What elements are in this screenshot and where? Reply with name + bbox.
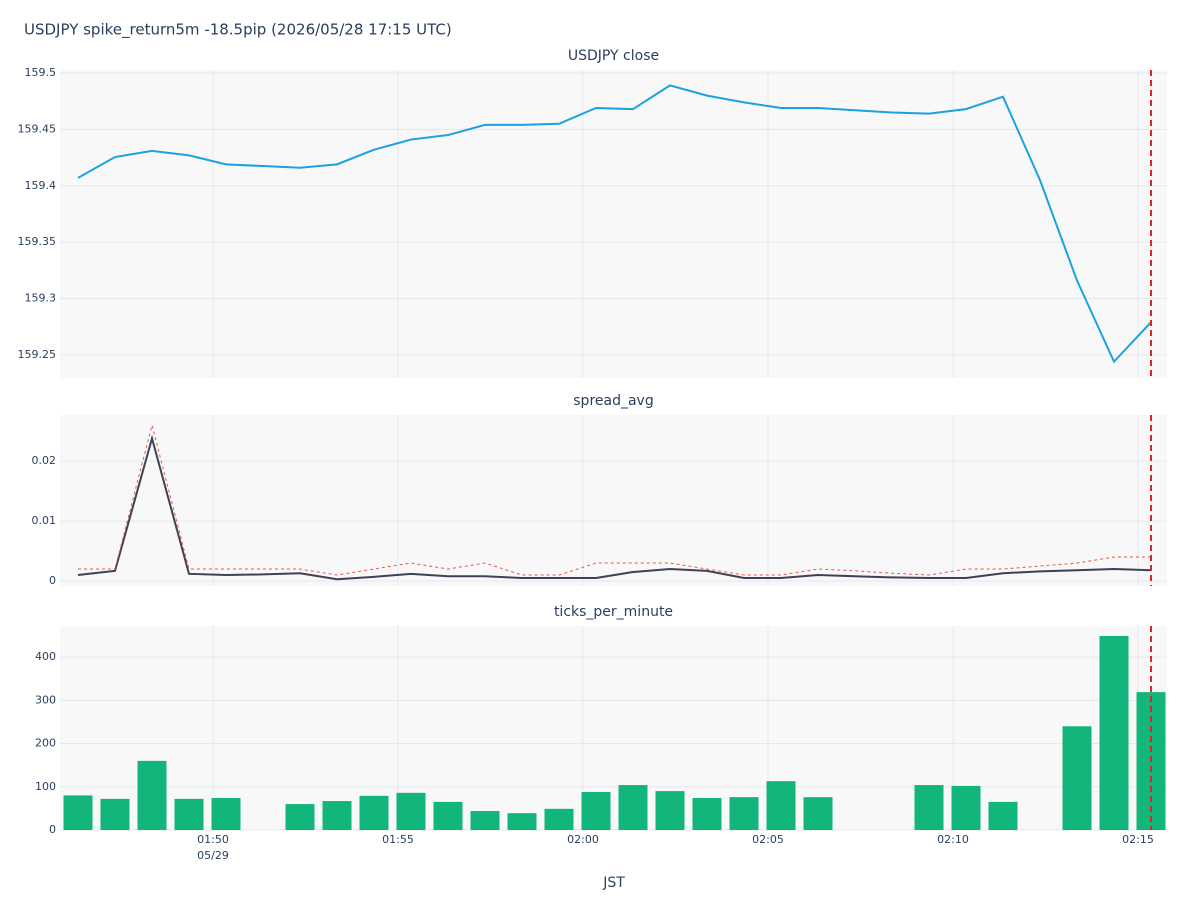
y-tick-label: 0 <box>49 574 56 587</box>
bar <box>100 798 130 830</box>
x-tick-label: 01:55 <box>382 833 414 846</box>
bar <box>63 795 93 830</box>
x-tick-label: 01:50 <box>197 833 229 846</box>
x-tick-label: 02:10 <box>937 833 969 846</box>
bar <box>988 801 1018 830</box>
x-tick-label: 02:15 <box>1122 833 1154 846</box>
bar <box>322 801 352 830</box>
bar <box>692 798 722 830</box>
subplot-title: spread_avg <box>573 393 653 409</box>
plot-area <box>60 415 1167 586</box>
y-tick-label: 159.4 <box>25 179 57 192</box>
bar <box>359 795 389 830</box>
subplot-title: ticks_per_minute <box>554 604 673 620</box>
x-tick-label: 02:05 <box>752 833 784 846</box>
y-tick-label: 0 <box>49 823 56 836</box>
y-tick-label: 300 <box>35 693 56 706</box>
y-tick-label: 159.3 <box>25 292 57 305</box>
bar <box>618 785 648 830</box>
bar <box>285 804 315 830</box>
bar <box>581 791 611 830</box>
bar <box>1099 635 1129 830</box>
y-tick-label: 0.02 <box>32 454 57 467</box>
chart-title: USDJPY spike_return5m -18.5pip (2026/05/… <box>24 21 452 40</box>
plot-area <box>60 626 1167 830</box>
subplot-title: USDJPY close <box>568 48 659 64</box>
bar <box>137 760 167 830</box>
bar <box>470 810 500 830</box>
bar <box>174 798 204 830</box>
bar <box>1062 726 1092 830</box>
y-tick-label: 0.01 <box>32 514 57 527</box>
bar <box>914 785 944 830</box>
bar <box>729 797 759 830</box>
bar <box>544 808 574 830</box>
line-series <box>77 434 1152 581</box>
x-axis-label: JST <box>602 875 625 891</box>
x-tick-label: 02:00 <box>567 833 599 846</box>
bar <box>655 791 685 830</box>
y-tick-label: 100 <box>35 780 56 793</box>
bar <box>433 801 463 830</box>
y-tick-label: 200 <box>35 737 56 750</box>
line-series <box>77 84 1152 364</box>
plot-area <box>60 70 1167 378</box>
y-tick-label: 159.35 <box>18 235 57 248</box>
y-tick-label: 159.5 <box>25 66 57 79</box>
bar <box>211 798 241 830</box>
bar <box>766 781 796 830</box>
bar <box>507 813 537 830</box>
bar <box>803 797 833 830</box>
x-date-label: 05/29 <box>197 849 229 862</box>
y-tick-label: 400 <box>35 650 56 663</box>
bar <box>396 792 426 830</box>
y-tick-label: 159.45 <box>18 122 57 135</box>
bar <box>951 785 981 830</box>
y-tick-label: 159.25 <box>18 348 57 361</box>
